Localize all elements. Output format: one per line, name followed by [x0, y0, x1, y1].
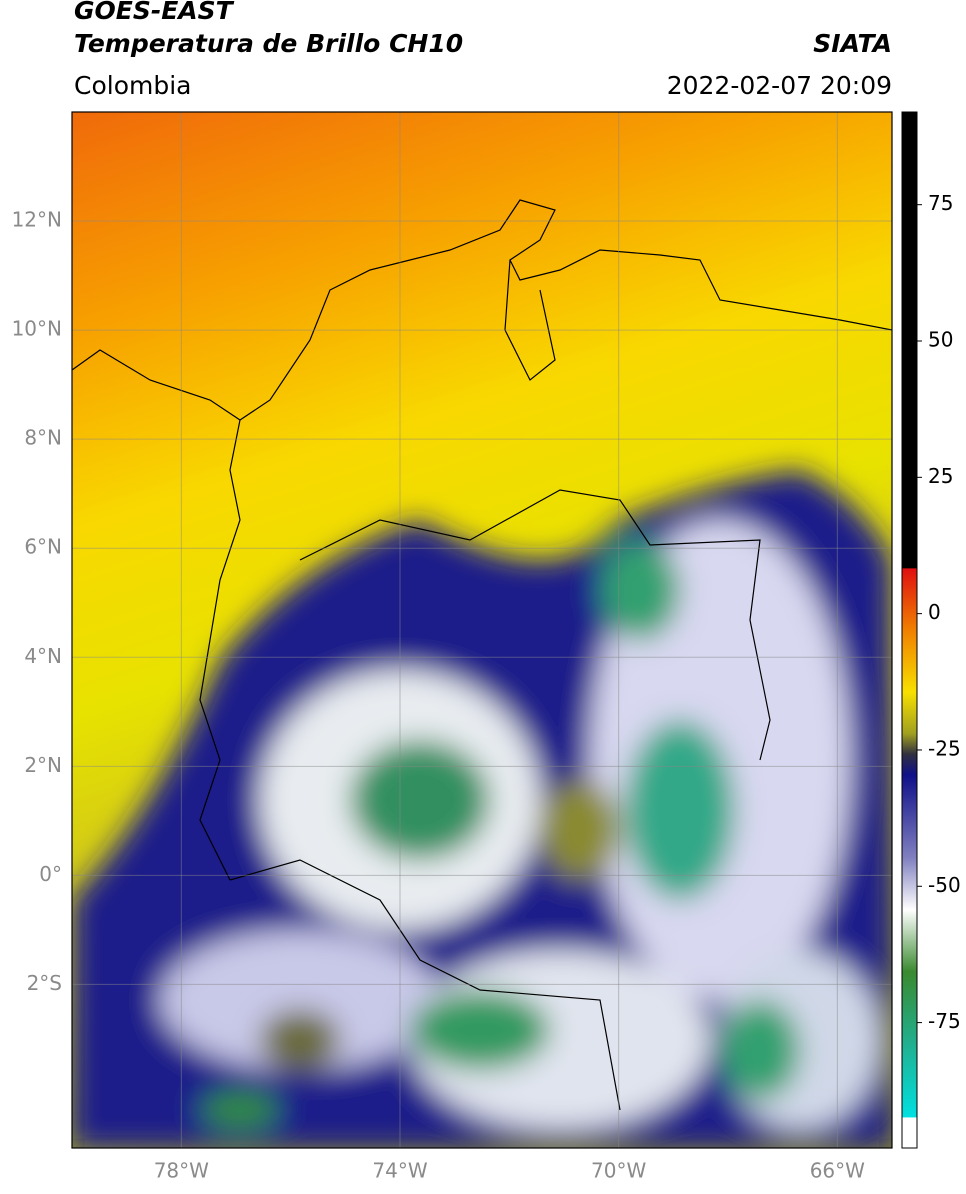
colorbar [901, 111, 918, 1149]
x-tick-label: 78°W [154, 1159, 209, 1183]
axes: 78°W 74°W 70°W 66°W 12°N 10°N 8°N 6°N 4°N 2°N 0° 2°… [12, 112, 961, 1183]
colorbar-tick-label: 0 [928, 600, 941, 624]
colorbar-tick-label: 25 [928, 464, 953, 488]
x-tick-label: 74°W [372, 1159, 427, 1183]
datetime: 2022-02-07 20:09 [667, 71, 892, 100]
y-tick-label: 8°N [24, 426, 62, 450]
source: SIATA [813, 29, 892, 58]
y-tick-label: 2°N [24, 753, 62, 777]
colorbar-tick-label: -75 [928, 1009, 961, 1033]
subtitle: Temperatura de Brillo CH10 [74, 29, 463, 58]
y-tick-label: 2°S [27, 971, 62, 995]
title: GOES-EAST [74, 0, 235, 25]
x-tick-label: 70°W [591, 1159, 646, 1183]
x-tick-label: 66°W [810, 1159, 865, 1183]
colorbar-tick-label: -25 [928, 736, 961, 760]
y-tick-label: 6°N [24, 535, 62, 559]
y-tick-label: 10°N [12, 317, 62, 341]
colorbar-tick-label: -50 [928, 873, 961, 897]
plot-frame [71, 111, 893, 1149]
colorbar-tick-label: 50 [928, 328, 953, 352]
colorbar-tick-label: 75 [928, 191, 953, 215]
region: Colombia [74, 71, 191, 100]
satellite-image [72, 112, 892, 1148]
y-tick-label: 4°N [24, 644, 62, 668]
y-tick-label: 0° [39, 862, 62, 886]
y-tick-label: 12°N [12, 208, 62, 232]
